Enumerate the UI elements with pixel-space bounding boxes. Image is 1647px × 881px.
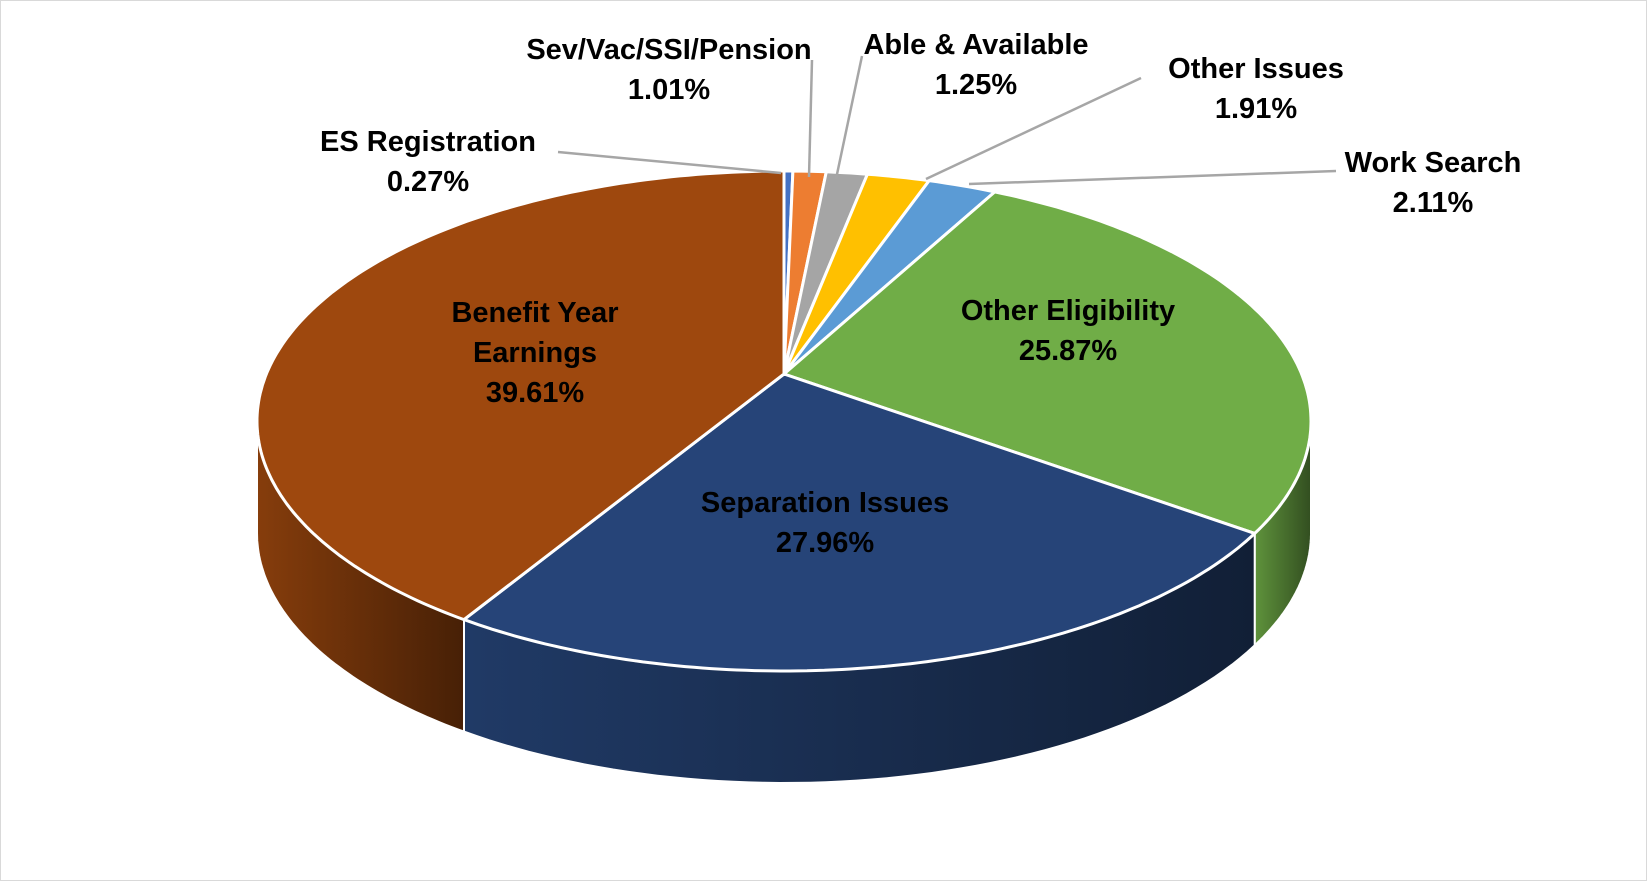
- leader-line: [968, 169, 1337, 186]
- pie-slice-work-search[interactable]: [782, 179, 997, 376]
- slice-name: Other Issues: [1168, 53, 1344, 85]
- slice-value: 1.25%: [934, 69, 1018, 101]
- slice-value: 27.96%: [775, 527, 875, 559]
- data-label: Benefit Year Earnings 39.61%: [451, 293, 618, 413]
- slice-name: Separation Issues: [700, 487, 950, 519]
- leader-line: [925, 76, 1142, 181]
- slice-name: ES Registration: [320, 126, 536, 158]
- pie-slice-benefit-year-earnings[interactable]: [255, 169, 786, 622]
- data-label: ES Registration 0.27%: [320, 122, 536, 202]
- data-label: Work Search 2.11%: [1345, 143, 1522, 223]
- slice-name: Sev/Vac/SSI/Pension: [526, 34, 812, 66]
- pie-slice-other-eligibility[interactable]: [782, 190, 1313, 535]
- data-label: Other Issues 1.91%: [1168, 49, 1344, 129]
- slice-value: 39.61%: [485, 377, 585, 409]
- leader-line: [834, 55, 864, 180]
- slice-value: 2.11%: [1392, 187, 1474, 219]
- pie-slice-separation-issues[interactable]: [462, 372, 1257, 673]
- slice-value: 0.27%: [386, 166, 470, 198]
- leader-line: [807, 59, 814, 178]
- data-label: Able & Available 1.25%: [863, 25, 1088, 105]
- data-label: Separation Issues 27.96%: [701, 483, 949, 563]
- slice-name: Benefit Year Earnings: [451, 297, 619, 369]
- slice-name: Able & Available: [863, 29, 1089, 61]
- slice-value: 1.01%: [627, 74, 711, 106]
- slice-name: Other Eligibility: [960, 295, 1176, 327]
- slice-value: 25.87%: [1018, 335, 1118, 367]
- leader-line: [557, 150, 782, 175]
- data-label: Sev/Vac/SSI/Pension 1.01%: [526, 30, 811, 110]
- slice-name: Work Search: [1344, 147, 1522, 179]
- slice-value: 1.91%: [1214, 93, 1298, 125]
- data-label: Other Eligibility 25.87%: [961, 291, 1175, 371]
